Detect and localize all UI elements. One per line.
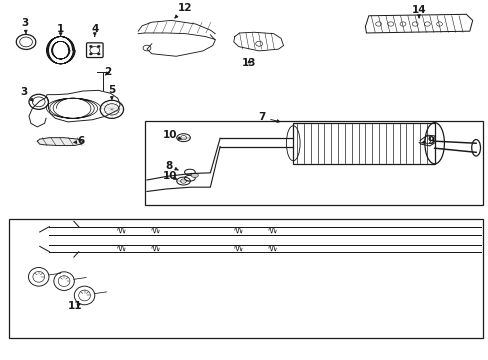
Text: 9: 9 bbox=[421, 136, 433, 145]
Bar bbox=[293, 123, 434, 164]
Text: 10: 10 bbox=[163, 130, 181, 140]
Text: 2: 2 bbox=[104, 67, 111, 77]
Text: 7: 7 bbox=[257, 112, 279, 122]
Bar bbox=[9, 220, 483, 338]
Text: 4: 4 bbox=[91, 24, 98, 36]
Text: 11: 11 bbox=[67, 301, 82, 311]
Circle shape bbox=[97, 45, 100, 48]
Text: 14: 14 bbox=[411, 5, 426, 18]
Text: 3: 3 bbox=[21, 18, 29, 33]
Ellipse shape bbox=[191, 173, 198, 177]
Text: 3: 3 bbox=[20, 87, 33, 101]
Circle shape bbox=[89, 53, 92, 55]
Polygon shape bbox=[37, 138, 82, 145]
Text: 5: 5 bbox=[108, 85, 115, 99]
Bar bbox=[144, 121, 483, 205]
Text: 8: 8 bbox=[165, 161, 178, 171]
Text: 12: 12 bbox=[175, 3, 192, 18]
Text: 10: 10 bbox=[163, 171, 177, 181]
Circle shape bbox=[89, 45, 92, 48]
Text: 13: 13 bbox=[242, 58, 256, 68]
Circle shape bbox=[97, 53, 100, 55]
Text: 6: 6 bbox=[74, 136, 84, 146]
Text: 1: 1 bbox=[57, 24, 64, 36]
